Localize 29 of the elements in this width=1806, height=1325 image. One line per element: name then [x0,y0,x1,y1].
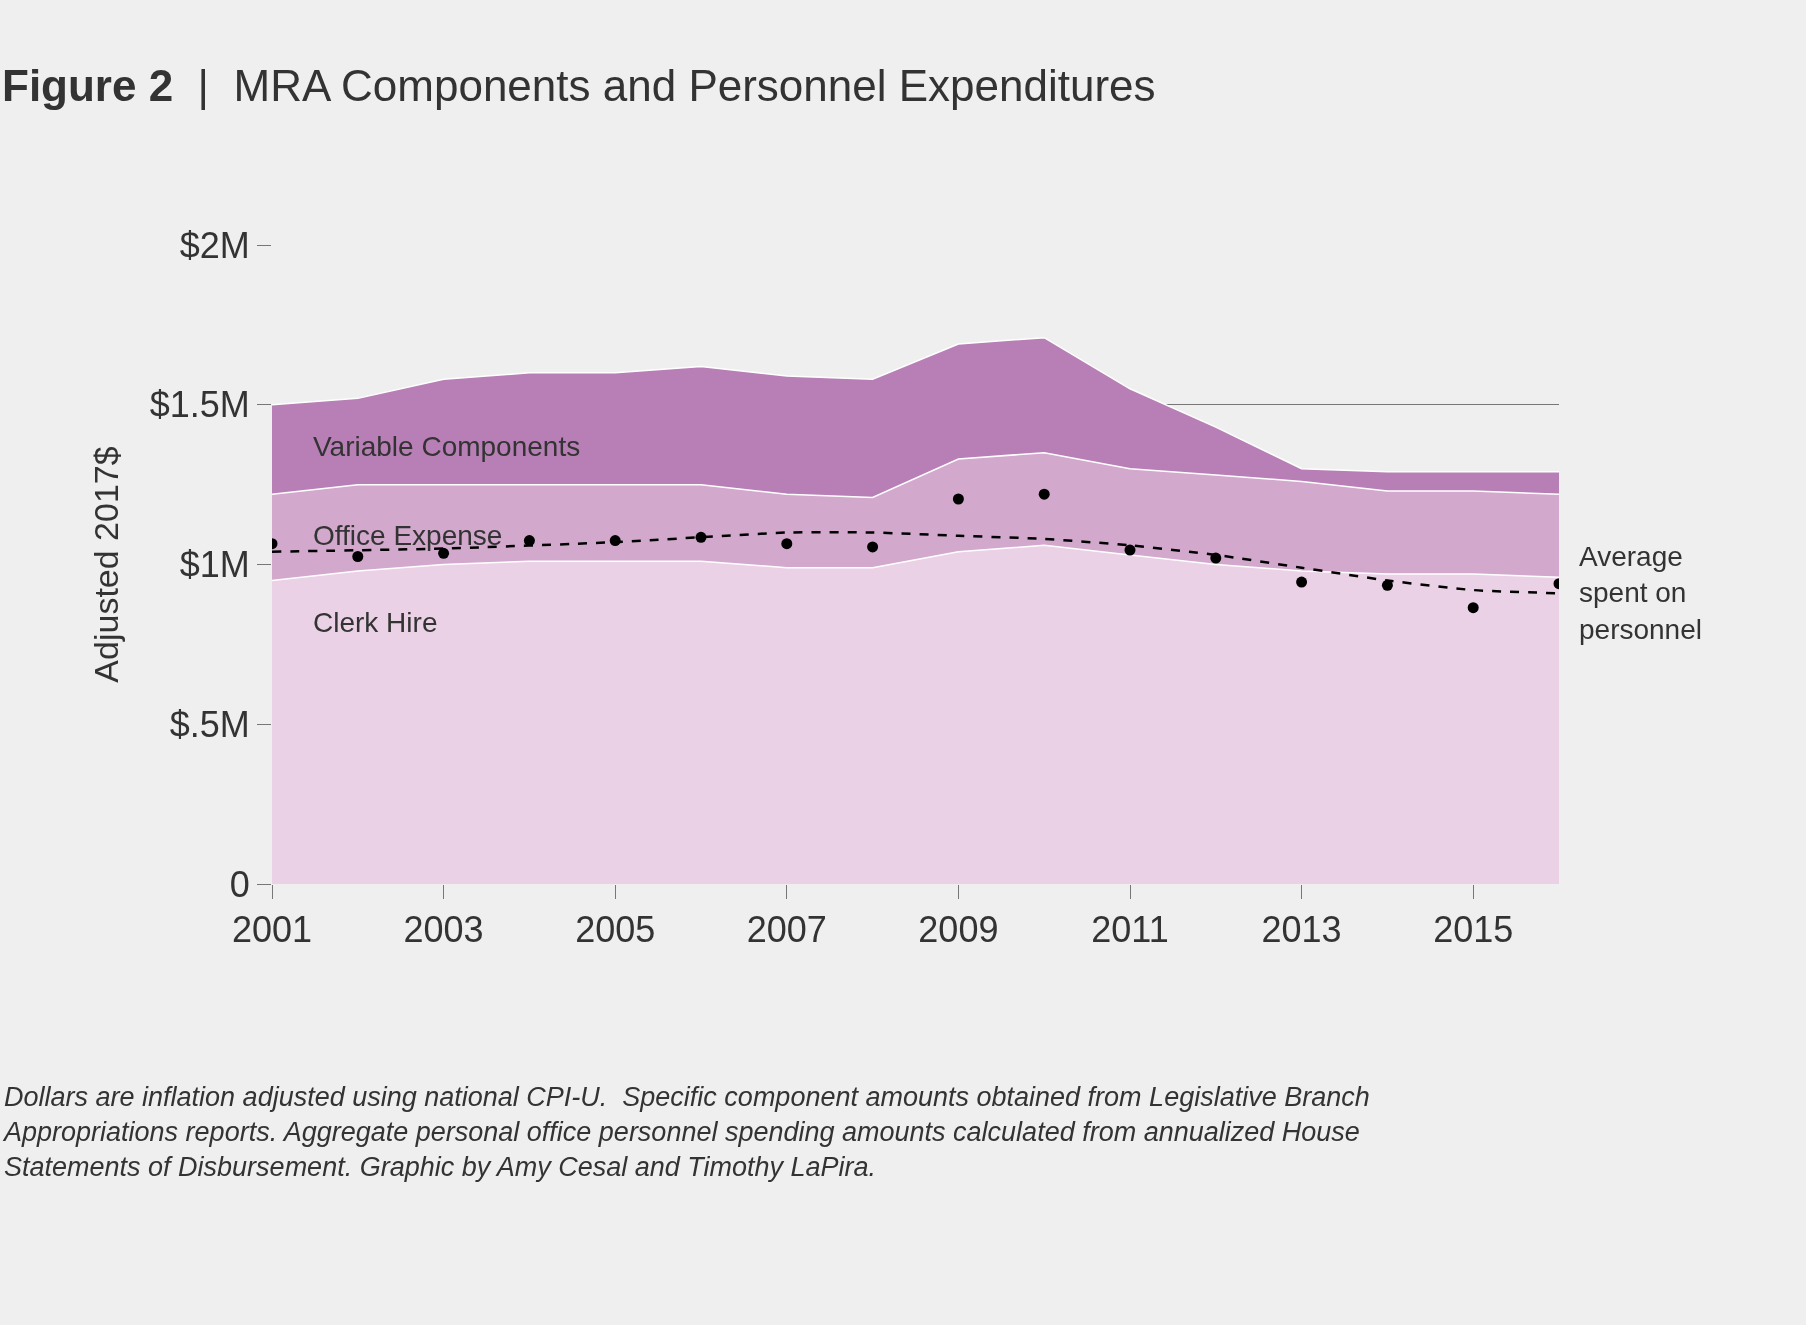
point [952,493,964,505]
chart-title: Figure 2 | MRA Components and Personnel Expenditures [2,61,1156,110]
x-tick-label: 2015 [1433,909,1514,951]
y-axis-title: Adjusted 2017$ [87,446,126,683]
point [695,531,707,543]
text: Dollars are inflation adjusted using national CPI-U. Specific component amounts obtained from Legislative Branch Appropriations reports. Aggregate personal office personnel spending amounts calculated from annualized House Statements of Disbursement. Graphic by Amy Cesal and Timothy LaPira. [2,1082,1370,1183]
point [1296,576,1308,588]
point [781,538,793,550]
x-tick-label: 2013 [1261,909,1342,951]
x-tick-label: 2003 [403,909,484,951]
point [1038,488,1050,500]
series-label: Average spent on personnel [1579,541,1702,645]
point [1467,602,1479,614]
y-tick-label: $.5M [169,703,250,745]
x-tick-label: 2009 [918,909,999,951]
x-tick-label: 2001 [231,909,313,951]
y-tick-label: $1M [179,544,250,586]
x-tick-label: 2005 [575,909,656,951]
point [867,541,879,553]
y-tick-label: $2M [179,224,250,266]
point [352,551,364,563]
series-label: Variable Components [313,431,581,462]
y-tick-label: $1.5M [149,384,250,426]
point [1124,544,1136,556]
x-tick-label: 2007 [746,909,827,951]
y-tick-label: 0 [229,863,250,905]
series-label: Clerk Hire [313,607,438,638]
series-label: Office Expense [313,520,503,551]
x-tick-label: 2011 [1091,909,1169,951]
